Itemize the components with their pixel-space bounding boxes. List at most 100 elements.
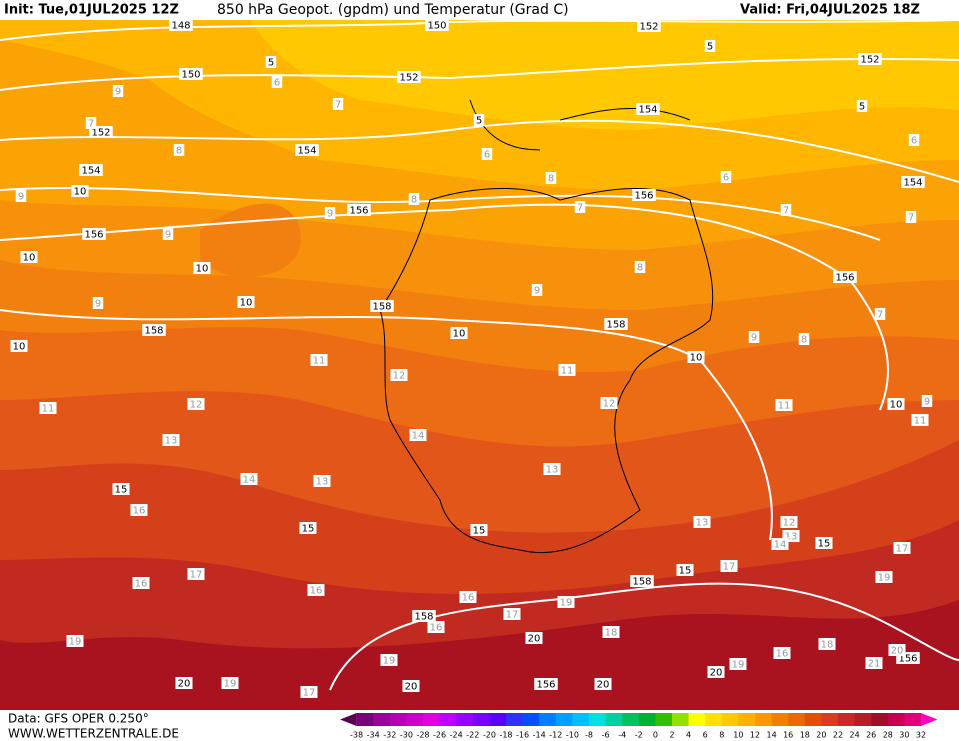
temperature-label: 13 [696,518,709,529]
temperature-label: 16 [133,506,146,517]
contour-label-box [271,76,283,88]
contour-label-box [142,324,166,336]
colorbar-label: -32 [383,731,396,740]
colorbar-label: 4 [686,731,691,740]
temperature-label: 10 [74,187,87,198]
temperature-label: 8 [548,174,554,185]
temperature-label: 7 [908,213,914,224]
colorbar-swatch [755,713,773,726]
contour-label-box [858,53,882,65]
contour-label-box [193,262,211,274]
temperature-label: 13 [165,436,178,447]
temperature-label: 8 [801,335,807,346]
colorbar-label: -30 [400,731,413,740]
contour-label-box [39,402,57,414]
geopotential-label: 158 [632,577,651,588]
contour-label-box [771,538,789,550]
temperature-label: 15 [302,524,315,535]
contour-label-box [370,300,394,312]
contour-label-box [450,327,468,339]
temperature-label: 9 [327,209,333,220]
temperature-label: 19 [224,679,237,690]
geopotential-label: 154 [297,146,316,157]
contour-label-box [893,542,911,554]
temperature-label: 7 [88,119,94,130]
temperature-label: 15 [679,566,692,577]
geopotential-label: 156 [84,230,103,241]
data-source: Data: GFS OPER 0.250° [8,712,149,726]
colorbar-swatch [887,713,905,726]
contour-label-box [531,284,543,296]
temperature-label: 14 [243,475,256,486]
colorbar-swatch [555,713,573,726]
colorbar-swatch [705,713,723,726]
temperature-label: 20 [597,680,610,691]
geopotential-label: 152 [91,128,110,139]
colorbar-swatch [506,713,524,726]
contour-label-box [66,635,84,647]
contour-label-box [112,483,130,495]
temperature-label: 5 [476,116,482,127]
contour-label-box [82,228,106,240]
contour-label-box [459,591,477,603]
contour-label-box [15,190,27,202]
contour-label-box [481,148,493,160]
colorbar-swatch [589,713,607,726]
contour-label-box [908,134,920,146]
colorbar-label: -22 [466,731,479,740]
geopotential-label: 152 [860,55,879,66]
contour-label-box [856,100,868,112]
colorbar-swatch [804,713,822,726]
temperature-label: 16 [135,579,148,590]
contour-label-box [92,297,104,309]
temperature-label: 19 [560,598,573,609]
temperature-label: 11 [42,404,55,415]
contour-label-box [307,584,325,596]
temperature-label: 17 [896,544,909,555]
contour-label-box [71,185,89,197]
contour-label-box [408,193,420,205]
geopotential-label: 150 [427,21,446,32]
temperature-label: 9 [95,299,101,310]
temperature-label: 20 [710,668,723,679]
colorbar-swatch [572,713,590,726]
temperature-label: 13 [546,465,559,476]
temperature-label: 6 [723,173,729,184]
contour-label-box [632,189,656,201]
colorbar-label: -2 [635,731,643,740]
contour-label-box [427,621,445,633]
temperature-label: 13 [785,532,798,543]
temperature-label: 14 [412,431,425,442]
temperature-label: 5 [268,58,274,69]
temperature-label: 9 [534,286,540,297]
colorbar-swatch [838,713,856,726]
temperature-label: 7 [335,100,341,111]
contour-label-box [545,172,557,184]
contour-label-box [780,204,792,216]
contour-label-box [780,516,798,528]
contour-label-box [85,117,97,129]
colorbar-label: 6 [703,731,708,740]
contour-label-box [773,647,791,659]
temperature-label: 10 [690,353,703,364]
contour-label-box [818,638,836,650]
temperature-label: 12 [190,400,203,411]
contour-label-box [888,644,906,656]
contour-label-box [169,19,193,31]
temperature-label: 17 [506,610,519,621]
colorbar-label: 22 [833,731,843,740]
colorbar-label: 20 [816,731,826,740]
contour-label-box [905,211,917,223]
temperature-label: 20 [178,679,191,690]
geopotential-label: 154 [903,178,922,189]
temperature-label: 17 [303,688,316,699]
colorbar-swatch [489,713,507,726]
temperature-label: 11 [778,401,791,412]
contour-label-box [162,434,180,446]
colorbar-label: -14 [533,731,546,740]
temperature-label: 9 [115,87,121,98]
contour-label-box [402,680,420,692]
colorbar-label: 26 [866,731,876,740]
temperature-label: 5 [707,42,713,53]
